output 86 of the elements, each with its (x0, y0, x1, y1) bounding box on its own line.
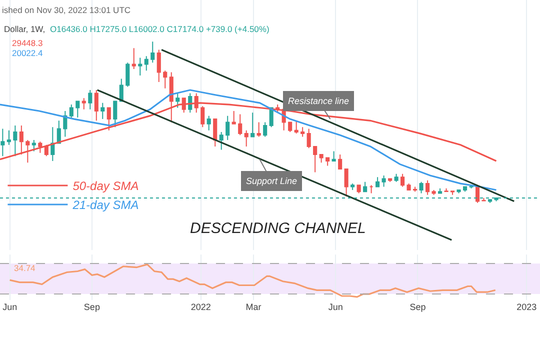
candlestick (150, 41, 155, 64)
candlestick (388, 178, 392, 182)
candlestick (19, 125, 24, 156)
candlestick (406, 183, 411, 190)
annotation: Resistance line (288, 96, 350, 106)
candlestick (394, 173, 398, 182)
candlestick (356, 184, 361, 194)
candlestick (400, 173, 405, 188)
annotation: 20022.4 (12, 48, 43, 58)
candlestick (188, 92, 192, 114)
candlestick (288, 122, 292, 132)
candlestick (250, 112, 255, 138)
candlestick (306, 128, 311, 149)
candlestick (450, 190, 455, 196)
candlestick (0, 128, 5, 157)
candlestick (163, 70, 168, 89)
candlestick (319, 154, 324, 164)
candlestick (126, 62, 130, 88)
x-tick-label: Sep (410, 302, 426, 312)
candlestick (226, 115, 230, 141)
text: O16436.0 H17275.0 L16002.0 C17174.0 +739.0 (+4.50%) (50, 24, 270, 34)
text: DESCENDING CHANNEL (190, 220, 366, 237)
x-tick-label: 2022 (190, 302, 211, 312)
candlestick (256, 122, 261, 138)
candlestick (456, 190, 461, 194)
candlestick (413, 186, 418, 192)
x-tick-label: Sep (84, 302, 100, 312)
candlestick (332, 150, 336, 162)
candlestick (382, 174, 386, 188)
candlestick (369, 184, 374, 194)
candlestick (100, 102, 105, 120)
candlestick (6, 130, 11, 146)
candlestick (13, 125, 18, 157)
candlestick (113, 100, 118, 128)
annotation: Support Line (246, 176, 298, 186)
x-tick-label: Jun (2, 302, 18, 312)
candlestick (63, 110, 68, 138)
candlestick (300, 126, 305, 138)
candlestick (350, 183, 355, 190)
candlestick (238, 114, 242, 136)
candlestick (363, 181, 368, 192)
candlestick (432, 190, 436, 196)
candlestick (32, 140, 36, 152)
candlestick (294, 120, 298, 134)
text: ished on Nov 30, 2022 13:01 UTC (2, 5, 131, 15)
candlestick (106, 107, 111, 131)
x-tick-label: Jun (328, 302, 343, 312)
candlestick (38, 141, 42, 154)
candlestick (176, 92, 180, 108)
candlestick (232, 110, 236, 124)
x-tick-label: 2023 (516, 302, 537, 312)
candlestick (338, 154, 342, 170)
candlestick (376, 176, 380, 188)
annotation: 29448.3 (12, 38, 43, 48)
candlestick (206, 115, 211, 131)
candlestick (132, 48, 136, 70)
candlestick (144, 56, 148, 72)
candlestick (69, 104, 74, 118)
legend-label: 50-day SMA (72, 179, 139, 194)
candlestick (76, 100, 80, 118)
candlestick (50, 126, 55, 162)
candlestick (344, 168, 348, 197)
candlestick (138, 57, 142, 76)
candlestick (475, 184, 480, 204)
candlestick (119, 78, 124, 102)
candlestick (419, 181, 424, 194)
text: Dollar, 1W, (4, 24, 46, 34)
candlestick (263, 122, 268, 138)
candlestick (94, 90, 98, 122)
candlestick (326, 157, 330, 166)
candlestick (444, 188, 448, 192)
candlestick (426, 180, 430, 196)
candlestick (313, 146, 318, 173)
candlestick (219, 131, 224, 150)
candlestick (200, 106, 205, 128)
candlestick (88, 90, 92, 110)
candlestick (438, 188, 442, 194)
candlestick (156, 49, 161, 82)
x-tick-label: Mar (246, 302, 262, 312)
candlestick (213, 118, 218, 147)
candlestick (82, 98, 86, 110)
legend-label: 21-day SMA (72, 198, 139, 212)
candlestick (462, 186, 468, 192)
candlestick (244, 130, 248, 147)
annotation: 34.74 (14, 263, 36, 273)
candlestick (482, 198, 486, 202)
